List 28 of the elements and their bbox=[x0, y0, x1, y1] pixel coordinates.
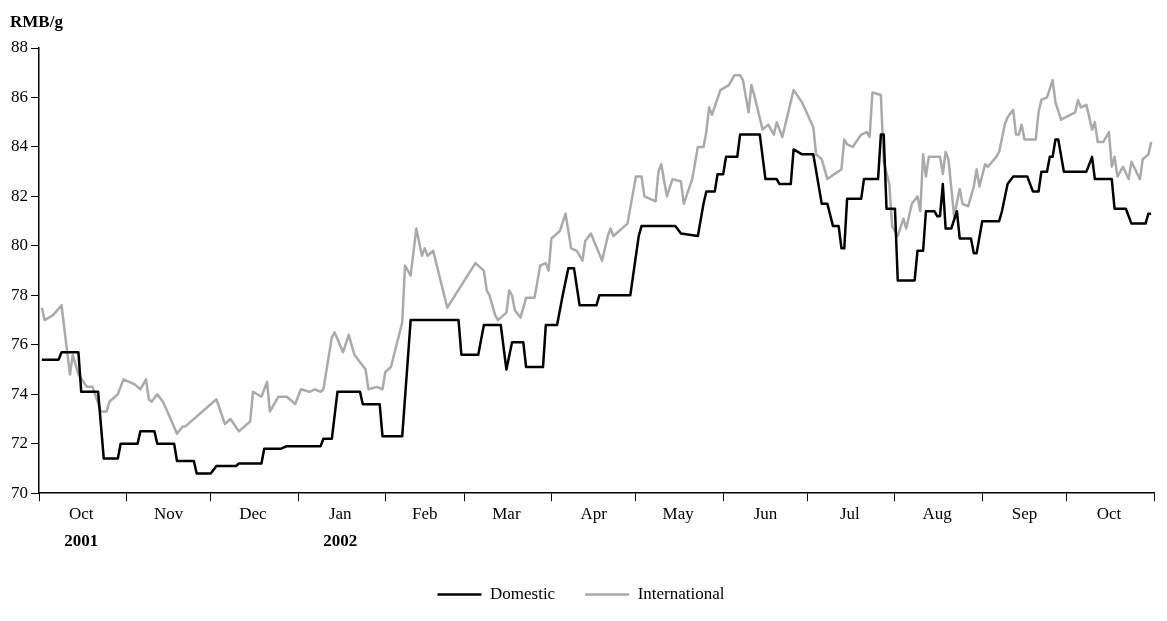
y-tick-label: 86 bbox=[11, 86, 28, 106]
x-tick-label: Oct bbox=[68, 503, 94, 523]
y-tick-label: 80 bbox=[11, 235, 28, 255]
x-tick-label: Jan bbox=[328, 503, 353, 523]
legend-label: Domestic bbox=[490, 583, 556, 603]
legend-label: International bbox=[637, 583, 725, 603]
y-tick-label: 82 bbox=[11, 185, 28, 205]
y-tick-label: 84 bbox=[11, 136, 29, 156]
x-tick-label: May bbox=[662, 503, 695, 523]
y-tick-label: 74 bbox=[11, 383, 29, 403]
y-tick-label: 76 bbox=[11, 334, 28, 354]
x-tick-label: Aug bbox=[922, 503, 953, 523]
x-tick-label: Mar bbox=[492, 503, 521, 523]
y-tick-label: 70 bbox=[11, 482, 28, 502]
y-axis-title: RMB/g bbox=[10, 12, 63, 32]
x2-tick-label: 2001 bbox=[64, 531, 99, 551]
y-tick-label: 78 bbox=[11, 284, 28, 304]
x-tick-label: Feb bbox=[411, 503, 438, 523]
x-tick-label: Oct bbox=[1096, 503, 1122, 523]
x2-tick-label: 2002 bbox=[323, 531, 358, 551]
y-tick-label: 88 bbox=[11, 37, 28, 57]
x-tick-label: Apr bbox=[580, 503, 608, 523]
x-tick-label: Jun bbox=[753, 503, 778, 523]
x-tick-label: Sep bbox=[1011, 503, 1038, 523]
x-tick-label: Nov bbox=[153, 503, 184, 523]
x-tick-label: Dec bbox=[239, 503, 268, 523]
y-tick-label: 72 bbox=[11, 433, 28, 453]
x-tick-label: Jul bbox=[839, 503, 861, 523]
